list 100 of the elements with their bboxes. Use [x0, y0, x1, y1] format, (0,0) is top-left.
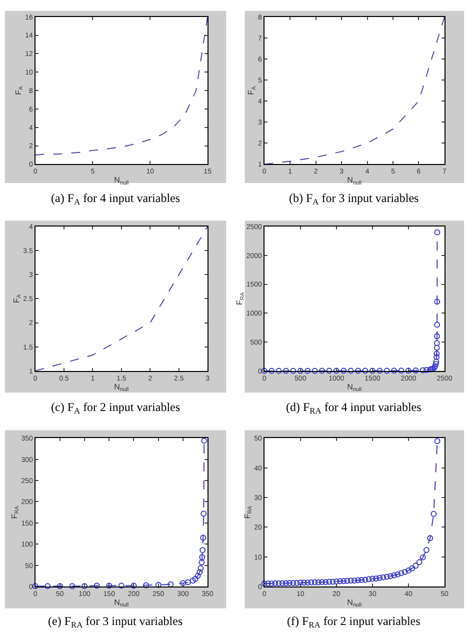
point — [423, 547, 430, 554]
point — [69, 583, 76, 590]
point — [118, 582, 124, 589]
point — [391, 368, 398, 374]
x-axis-title: N$_{null}$ — [114, 382, 129, 394]
text: (a) F$_{A}$ for 4 input variables — [51, 191, 180, 207]
point — [155, 582, 162, 588]
point — [412, 562, 419, 569]
x-axis-title: N$_{null}$ — [114, 598, 129, 609]
text: (c) F$_{A}$ for 2 input variables — [51, 400, 180, 416]
point — [434, 438, 440, 444]
point — [180, 580, 186, 586]
point — [198, 565, 204, 572]
point — [398, 570, 404, 576]
point — [394, 571, 401, 578]
point — [268, 580, 275, 587]
point — [56, 583, 63, 590]
x-axis-title: N$_{null}$ — [347, 598, 362, 609]
point — [376, 574, 383, 581]
point — [362, 576, 368, 583]
point — [427, 535, 434, 542]
point — [430, 510, 437, 517]
text: (e) F$_{RA}$ for 3 input variables — [48, 614, 183, 630]
point — [369, 368, 376, 374]
x-axis-title: N$_{null}$ — [347, 176, 362, 186]
point — [434, 298, 440, 305]
point — [330, 578, 336, 585]
point — [264, 580, 271, 587]
point — [387, 573, 394, 580]
point — [196, 569, 203, 576]
point — [434, 344, 440, 351]
point — [297, 368, 304, 374]
point — [194, 572, 201, 579]
point — [282, 368, 289, 374]
point — [373, 576, 380, 582]
point — [340, 578, 347, 584]
point — [416, 559, 422, 566]
point — [434, 333, 440, 340]
point — [297, 580, 304, 586]
point — [391, 572, 398, 578]
point — [376, 368, 383, 374]
point — [290, 580, 296, 586]
x-axis-title: N$_{null}$ — [114, 176, 129, 186]
line-series — [35, 16, 208, 156]
point — [272, 580, 278, 586]
point — [434, 340, 440, 346]
point — [423, 366, 430, 373]
point — [82, 583, 88, 590]
point — [434, 354, 440, 360]
point — [405, 368, 412, 374]
point — [312, 368, 318, 374]
point — [282, 580, 289, 586]
point — [358, 576, 365, 583]
point — [106, 582, 112, 589]
point — [380, 574, 386, 580]
point — [200, 510, 207, 517]
point — [333, 368, 340, 374]
point — [384, 368, 390, 374]
point — [276, 368, 282, 374]
point — [300, 580, 307, 586]
point — [348, 578, 354, 584]
line-series — [32, 438, 208, 590]
point — [200, 547, 206, 554]
point — [294, 580, 300, 586]
point — [355, 577, 362, 584]
point — [279, 580, 286, 586]
point — [344, 578, 350, 584]
point — [130, 582, 137, 589]
point — [286, 580, 293, 586]
point — [337, 578, 344, 584]
line-series — [35, 226, 208, 371]
point — [198, 559, 205, 566]
point — [44, 583, 51, 590]
point — [312, 579, 318, 586]
point — [192, 576, 198, 582]
point — [432, 360, 439, 367]
point — [433, 358, 440, 365]
point — [184, 579, 191, 586]
point — [201, 438, 208, 444]
point — [319, 368, 325, 374]
point — [199, 554, 206, 560]
text: (d) F$_{RA}$ for 4 input variables — [286, 400, 422, 416]
point — [366, 576, 372, 582]
point — [322, 579, 329, 586]
point — [384, 574, 390, 580]
text: (b) F$_{A}$ for 3 input variables — [289, 191, 420, 207]
point — [398, 368, 404, 374]
point — [434, 322, 440, 328]
point — [261, 580, 268, 587]
point — [326, 368, 332, 374]
point — [304, 580, 311, 586]
point — [420, 367, 426, 374]
text: (f) F$_{RA}$ for 2 input variables — [287, 614, 421, 630]
point — [268, 368, 275, 374]
line-series — [264, 16, 444, 164]
point — [319, 579, 325, 586]
point — [190, 578, 196, 584]
point — [348, 368, 354, 374]
point — [420, 554, 426, 560]
point — [405, 567, 412, 574]
